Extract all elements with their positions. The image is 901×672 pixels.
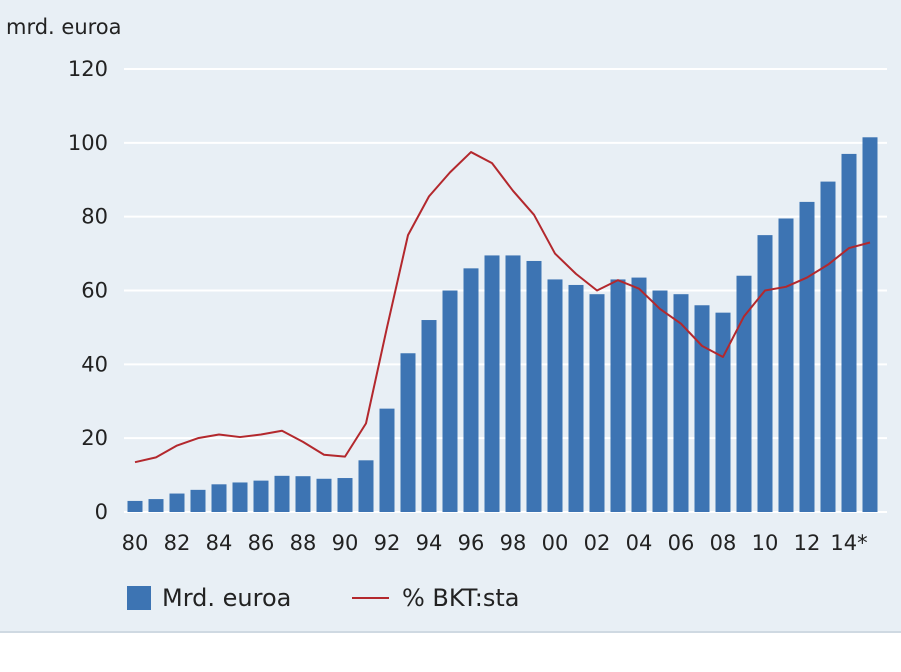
x-tick-label-82: 82 xyxy=(164,531,191,555)
bar xyxy=(715,312,731,512)
x-tick-label-96: 96 xyxy=(458,531,485,555)
y-tick-label-100: 100 xyxy=(68,131,108,155)
x-tick-label-80: 80 xyxy=(122,531,149,555)
bar xyxy=(526,260,542,512)
x-tick-label-14star: 14* xyxy=(830,531,867,555)
x-tick-label-02: 02 xyxy=(584,531,611,555)
panel-bottom-border xyxy=(0,631,901,633)
x-tick-label-00: 00 xyxy=(542,531,569,555)
bar xyxy=(127,500,143,512)
x-tick-label-06: 06 xyxy=(668,531,695,555)
x-tick-label-98: 98 xyxy=(500,531,527,555)
bar xyxy=(841,153,857,513)
y-axis-ticks: 0 20 40 60 80 100 120 xyxy=(68,57,108,524)
x-tick-label-88: 88 xyxy=(290,531,317,555)
bar-series xyxy=(127,137,878,513)
bar xyxy=(400,353,416,512)
bar xyxy=(379,408,395,512)
legend: Mrd. euroa % BKT:sta xyxy=(127,584,520,612)
bar xyxy=(148,499,164,512)
y-tick-label-80: 80 xyxy=(81,205,108,229)
bar xyxy=(778,218,794,512)
y-tick-label-0: 0 xyxy=(95,500,108,524)
bar xyxy=(862,137,878,512)
bar xyxy=(694,305,710,512)
x-tick-label-86: 86 xyxy=(248,531,275,555)
bar xyxy=(799,201,815,512)
bar xyxy=(253,480,269,512)
legend-line-label: % BKT:sta xyxy=(402,584,520,612)
bar xyxy=(484,255,500,512)
bar xyxy=(547,279,563,512)
bar xyxy=(505,255,521,512)
bar xyxy=(316,478,332,512)
bar xyxy=(211,484,227,512)
bar xyxy=(169,493,185,512)
y-axis-unit-label: mrd. euroa xyxy=(6,15,122,39)
bar xyxy=(295,476,311,512)
x-tick-label-90: 90 xyxy=(332,531,359,555)
bar xyxy=(421,320,437,512)
bar xyxy=(274,475,290,512)
bar xyxy=(736,275,752,512)
bar xyxy=(568,284,584,512)
x-tick-label-04: 04 xyxy=(626,531,653,555)
bar xyxy=(757,235,773,512)
y-tick-label-60: 60 xyxy=(81,279,108,303)
bar xyxy=(463,268,479,512)
bar xyxy=(631,277,647,512)
bkt-percent-line xyxy=(134,151,871,464)
bar xyxy=(358,460,374,512)
bar xyxy=(673,294,689,512)
bar xyxy=(589,294,605,512)
bar xyxy=(190,489,206,512)
bar xyxy=(337,478,353,512)
bar xyxy=(442,290,458,512)
x-tick-label-94: 94 xyxy=(416,531,443,555)
legend-bar-label: Mrd. euroa xyxy=(162,584,291,612)
x-axis-ticks: 80 82 84 86 88 90 92 94 96 98 00 02 04 06 08 10 12 14* xyxy=(122,531,868,555)
x-tick-label-12: 12 xyxy=(794,531,821,555)
y-tick-label-40: 40 xyxy=(81,352,108,376)
bar xyxy=(820,181,836,513)
x-tick-label-92: 92 xyxy=(374,531,401,555)
legend-bar-swatch xyxy=(127,586,151,610)
bar xyxy=(610,279,626,512)
y-tick-label-120: 120 xyxy=(68,57,108,81)
bar xyxy=(232,482,248,512)
line-series xyxy=(134,151,871,464)
x-tick-label-08: 08 xyxy=(710,531,737,555)
bar xyxy=(652,290,668,512)
y-tick-label-20: 20 xyxy=(81,426,108,450)
x-tick-label-84: 84 xyxy=(206,531,233,555)
x-tick-label-10: 10 xyxy=(752,531,779,555)
